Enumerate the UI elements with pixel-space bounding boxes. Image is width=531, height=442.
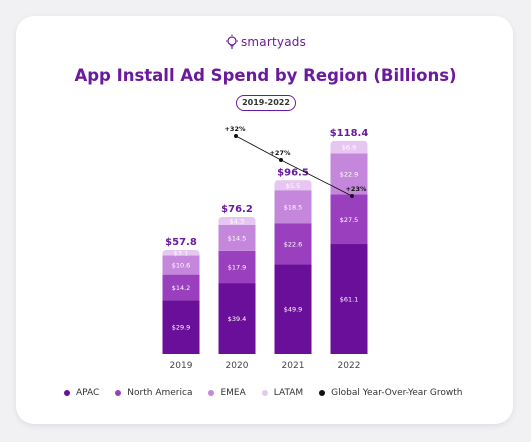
bar-segment-label: $3.1 (174, 249, 188, 257)
bar-segment (274, 264, 312, 354)
bar-segment (274, 190, 312, 224)
legend-label: North America (127, 388, 193, 398)
bar-segment-label: $4.3 (230, 217, 244, 225)
x-tick-label: 2019 (170, 361, 193, 371)
bar-segment-label: $39.4 (228, 315, 247, 323)
lightbulb-icon (225, 34, 238, 49)
chart-legend: APAC North America EMEA LATAM Global Yea… (64, 386, 462, 400)
bar-segment (330, 153, 368, 195)
bar-segment (330, 194, 368, 245)
legend-swatch (319, 390, 326, 396)
x-tick-label: 2020 (226, 361, 249, 371)
chart-subtitle: 2019-2022 (236, 95, 296, 111)
legend-label: LATAM (273, 388, 304, 398)
legend-label: Global Year-Over-Year Growth (331, 388, 463, 398)
x-tick-label: 2022 (338, 361, 361, 371)
bar-segment-label: $6.9 (342, 144, 356, 152)
bar-segment-label: $14.2 (172, 284, 191, 292)
bar-total-label: $76.2 (221, 204, 253, 215)
bar-segment-label: $49.9 (284, 306, 303, 314)
chart-title: App Install Ad Spend by Region (Billions… (74, 66, 457, 85)
x-tick-label: 2021 (282, 361, 305, 371)
bar-segment-label: $22.6 (284, 240, 303, 248)
legend-item-apac: APAC (64, 388, 99, 398)
bar-segment-label: $10.6 (172, 262, 191, 270)
bar-segment (162, 274, 200, 301)
legend-swatch (115, 390, 122, 396)
legend-swatch (208, 390, 215, 396)
bar-segment (218, 217, 256, 225)
bar-segment (162, 255, 200, 275)
chart-card (16, 16, 513, 424)
legend-item-north-america: North America (115, 388, 192, 398)
bar-segment (162, 300, 200, 354)
bar-total-label: $57.8 (165, 237, 197, 248)
growth-point (234, 134, 238, 138)
legend-item-growth: Global Year-Over-Year Growth (319, 388, 462, 398)
bar-segment (162, 249, 200, 256)
brand-logo: smartyads (0, 34, 531, 50)
bar-segment-label: $27.5 (340, 216, 359, 224)
bar-segment (218, 250, 256, 284)
growth-point (350, 194, 354, 198)
growth-point (279, 158, 283, 162)
bar-segment-label: $17.9 (228, 263, 247, 271)
legend-swatch (64, 390, 70, 396)
brand-name: smartyads (240, 35, 307, 49)
legend-label: APAC (76, 388, 100, 398)
growth-label: +27% (269, 149, 290, 157)
bar-segment-label: $5.5 (286, 182, 300, 190)
bar-segment (330, 140, 368, 154)
legend-item-emea: EMEA (208, 388, 246, 398)
bar-segment-label: $18.5 (284, 203, 303, 211)
bar-segment (330, 244, 368, 354)
legend-label: EMEA (220, 388, 246, 398)
legend-item-latam: LATAM (261, 388, 304, 398)
bar-segment (218, 283, 256, 354)
bar-total-label: $118.4 (330, 128, 369, 139)
growth-label: +23% (345, 185, 366, 193)
bar-segment (218, 224, 256, 251)
bar-segment (274, 223, 312, 265)
bar-segment-label: $61.1 (340, 296, 359, 304)
legend-swatch (261, 390, 268, 396)
bar-segment-label: $14.5 (228, 234, 247, 242)
bar-segment-label: $29.9 (172, 324, 191, 332)
growth-label: +32% (224, 125, 245, 133)
bar-segment-label: $22.9 (340, 170, 359, 178)
bar-total-label: $96.5 (277, 167, 309, 178)
bar-segment (274, 180, 312, 191)
